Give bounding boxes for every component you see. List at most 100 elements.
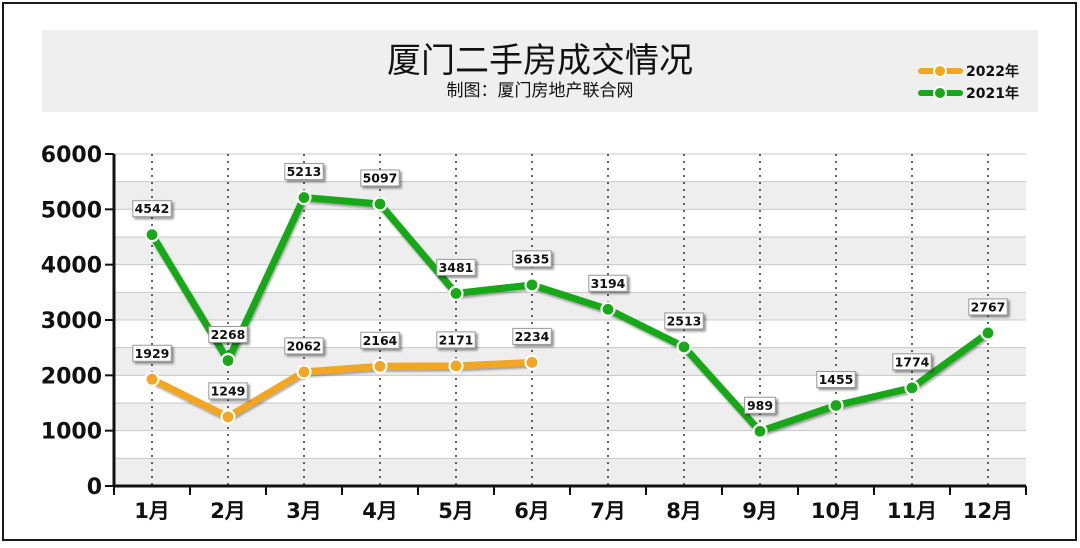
legend-swatch-marker (933, 64, 947, 78)
data-point (144, 371, 160, 387)
data-label-box (208, 382, 248, 400)
legend: 2022年 2021年 (918, 63, 1019, 102)
data-point (828, 397, 844, 414)
data-point (904, 380, 920, 396)
x-tick-label: 1月 (134, 499, 170, 523)
data-label-box (816, 370, 856, 388)
x-tick-label: 7月 (590, 499, 626, 523)
series-line (148, 194, 992, 435)
grid-band (114, 458, 1026, 486)
data-label-text: 5213 (287, 164, 322, 179)
data-label: 2513 (664, 312, 704, 330)
y-tick-label: 2000 (41, 364, 102, 389)
data-label-box (284, 337, 324, 355)
x-tick-label: 9月 (742, 499, 778, 523)
data-label-box (132, 344, 172, 362)
data-label: 2164 (360, 331, 400, 349)
legend-label: 2022年 (966, 63, 1019, 80)
data-point (296, 189, 312, 206)
data-label: 989 (744, 396, 776, 414)
data-point (676, 339, 692, 355)
data-label-box (892, 353, 932, 371)
data-label: 2234 (512, 327, 552, 345)
header-panel (42, 30, 1038, 112)
x-tick-label: 3月 (286, 499, 322, 523)
data-label-text: 1249 (211, 383, 246, 398)
data-label: 1774 (892, 353, 932, 371)
data-label-text: 5097 (363, 170, 398, 185)
data-label-text: 3635 (515, 251, 550, 266)
y-tick-label: 3000 (41, 309, 102, 334)
data-label: 5097 (360, 169, 400, 187)
data-label-box (436, 258, 476, 276)
data-label-box (360, 169, 400, 187)
x-tick-label: 11月 (887, 499, 937, 523)
data-label-text: 2234 (515, 329, 550, 344)
data-label: 1455 (816, 370, 856, 388)
y-tick-label: 6000 (41, 143, 102, 168)
data-label: 2171 (436, 331, 476, 349)
data-label: 5213 (284, 163, 324, 181)
y-tick-label: 0 (87, 475, 102, 500)
data-label-text: 2268 (211, 327, 246, 342)
data-point (448, 358, 464, 374)
grid-band (114, 181, 1026, 210)
data-point (220, 352, 236, 369)
data-label-text: 2164 (363, 333, 398, 348)
data-label: 4542 (132, 200, 172, 218)
data-label-text: 2062 (287, 338, 322, 353)
data-point (296, 364, 312, 380)
series-line (148, 358, 536, 421)
data-label: 2767 (968, 298, 1008, 316)
data-label: 1929 (132, 344, 172, 362)
data-label-box (968, 298, 1008, 316)
legend-swatch-marker (933, 86, 947, 100)
data-point (524, 354, 540, 370)
data-label-text: 1929 (135, 346, 170, 361)
x-tick-label: 8月 (666, 499, 702, 523)
data-point (372, 196, 388, 212)
plot-area: 0 1000 2000 3000 4000 5000 6000 1月 2月 3月 4月 5月 6月 7月 8… (41, 143, 1027, 523)
data-label-box (664, 312, 704, 330)
x-tick-label: 5月 (438, 499, 474, 523)
data-point (600, 301, 616, 317)
data-point (980, 325, 996, 341)
grid-band (114, 237, 1026, 265)
data-label-text: 2767 (971, 299, 1006, 314)
y-tick-label: 4000 (41, 254, 102, 279)
data-label-text: 3481 (439, 260, 474, 275)
data-label-text: 1455 (819, 372, 854, 387)
y-tick-label: 1000 (41, 420, 102, 445)
data-label-box (512, 250, 552, 268)
data-point (524, 277, 540, 293)
x-tick-label: 10月 (811, 499, 861, 523)
x-tick-label: 12月 (963, 499, 1013, 523)
data-label-box (360, 331, 400, 349)
data-label: 1249 (208, 382, 248, 400)
data-label-text: 3194 (591, 276, 626, 291)
data-label-box (284, 163, 324, 181)
data-label-text: 2171 (439, 332, 474, 347)
grid-band (114, 403, 1026, 431)
data-label-box (208, 326, 248, 344)
data-point (752, 423, 768, 439)
data-label: 3481 (436, 258, 476, 276)
y-tick-label: 5000 (41, 198, 102, 223)
data-point (372, 358, 388, 374)
data-label-text: 1774 (895, 354, 930, 369)
data-point (144, 227, 160, 243)
data-label-text: 989 (747, 398, 773, 413)
data-label: 2268 (208, 326, 248, 344)
data-point (448, 285, 464, 301)
data-label-box (436, 331, 476, 349)
data-label: 2062 (284, 337, 324, 355)
data-label-box (512, 327, 552, 345)
data-label-box (132, 200, 172, 218)
legend-label: 2021年 (966, 85, 1019, 102)
x-tick-label: 2月 (210, 499, 246, 523)
data-label-box (744, 396, 776, 414)
data-label-box (588, 274, 628, 292)
data-label-text: 2513 (667, 313, 702, 328)
